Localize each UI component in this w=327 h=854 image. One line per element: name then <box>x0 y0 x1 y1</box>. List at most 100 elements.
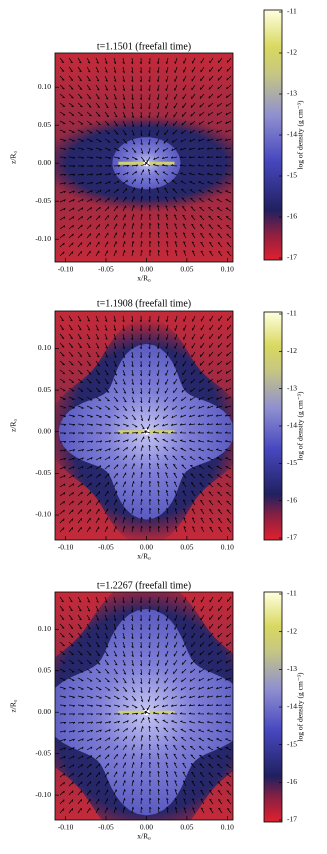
velocity-arrow <box>113 447 120 452</box>
velocity-arrow <box>113 405 119 411</box>
velocity-arrow <box>140 752 143 760</box>
velocity-arrow <box>95 324 99 331</box>
velocity-arrow <box>122 179 128 185</box>
velocity-arrow <box>77 721 85 724</box>
velocity-arrow <box>207 111 214 116</box>
velocity-arrow <box>200 526 205 533</box>
velocity-arrow <box>86 120 93 125</box>
velocity-arrow <box>113 232 118 239</box>
velocity-arrow <box>206 155 214 158</box>
velocity-arrow <box>157 471 160 479</box>
velocity-arrow <box>140 695 144 702</box>
velocity-arrow <box>191 771 196 778</box>
velocity-arrow <box>68 738 75 742</box>
velocity-arrow <box>68 432 76 435</box>
velocity-arrow <box>156 614 160 622</box>
velocity-arrow <box>86 342 91 349</box>
velocity-arrow <box>131 84 134 92</box>
velocity-arrow <box>104 754 110 760</box>
velocity-arrow <box>156 369 160 376</box>
velocity-arrow <box>77 147 84 151</box>
velocity-arrow <box>68 251 74 257</box>
velocity-arrow <box>95 650 101 656</box>
velocity-arrow <box>162 695 169 700</box>
velocity-arrow <box>224 686 232 690</box>
velocity-arrow <box>208 93 214 99</box>
velocity-arrow <box>131 481 135 488</box>
velocity-arrow <box>59 360 65 366</box>
velocity-arrow <box>225 659 232 664</box>
velocity-arrow <box>77 686 84 690</box>
velocity-arrow <box>190 763 196 769</box>
velocity-arrow <box>164 120 169 127</box>
velocity-arrow <box>68 686 75 690</box>
velocity-arrow <box>122 736 128 742</box>
velocity-arrow <box>216 677 223 681</box>
velocity-arrow <box>86 233 92 239</box>
velocity-arrow <box>140 445 144 452</box>
velocity-arrow <box>140 169 145 176</box>
density-map <box>55 592 233 820</box>
velocity-arrow <box>122 641 126 648</box>
velocity-arrow <box>179 712 187 715</box>
velocity-arrow <box>68 721 76 724</box>
velocity-arrow <box>59 764 66 769</box>
velocity-arrow <box>59 632 65 638</box>
velocity-arrow <box>209 250 214 257</box>
velocity-arrow <box>59 156 67 159</box>
velocity-arrow <box>140 770 143 778</box>
velocity-arrow <box>68 387 75 392</box>
velocity-arrow <box>226 233 232 239</box>
velocity-arrow <box>131 333 134 341</box>
velocity-arrow <box>68 713 76 716</box>
velocity-arrow <box>192 315 196 322</box>
velocity-arrow <box>139 57 142 65</box>
velocity-arrow <box>163 138 169 144</box>
velocity-arrow <box>131 178 136 185</box>
velocity-arrow <box>59 396 66 400</box>
velocity-arrow <box>104 111 110 117</box>
velocity-arrow <box>157 204 160 212</box>
velocity-arrow <box>59 84 65 90</box>
velocity-arrow <box>209 66 214 73</box>
velocity-arrow <box>140 436 145 443</box>
velocity-arrow <box>225 457 232 461</box>
velocity-arrow <box>104 677 110 683</box>
velocity-arrow <box>155 414 160 421</box>
velocity-arrow <box>148 351 151 359</box>
velocity-arrow <box>131 423 138 428</box>
velocity-arrow <box>122 387 127 394</box>
y-tick-label: -0.05 <box>35 748 51 757</box>
velocity-arrow <box>156 84 160 92</box>
velocity-arrow <box>86 440 94 443</box>
velocity-arrow <box>226 518 232 524</box>
velocity-arrow <box>68 509 74 515</box>
velocity-arrow <box>113 156 121 160</box>
velocity-arrow <box>200 324 205 331</box>
velocity-arrow <box>173 205 178 212</box>
velocity-arrow <box>208 102 214 108</box>
velocity-arrow <box>225 378 232 383</box>
velocity-arrow <box>104 737 111 742</box>
velocity-arrow <box>86 650 92 656</box>
y-tick-label: 0.00 <box>38 426 51 435</box>
velocity-arrow <box>182 351 187 358</box>
velocity-arrow <box>183 807 187 814</box>
velocity-arrow <box>59 781 65 787</box>
colorbar-tick-label: -17 <box>287 533 297 542</box>
velocity-arrow <box>216 190 223 194</box>
velocity-arrow <box>113 66 117 73</box>
velocity-arrow <box>192 807 196 814</box>
velocity-arrow <box>226 251 232 257</box>
velocity-arrow <box>86 517 91 524</box>
velocity-arrow <box>131 414 137 420</box>
velocity-arrow <box>157 761 160 769</box>
velocity-arrow <box>95 241 100 248</box>
velocity-arrow <box>122 659 126 666</box>
velocity-arrow <box>180 172 187 176</box>
velocity-arrow <box>162 719 169 724</box>
velocity-arrow <box>104 704 112 708</box>
velocity-arrow <box>199 763 205 769</box>
velocity-arrow <box>225 677 232 681</box>
velocity-arrow <box>140 405 143 413</box>
